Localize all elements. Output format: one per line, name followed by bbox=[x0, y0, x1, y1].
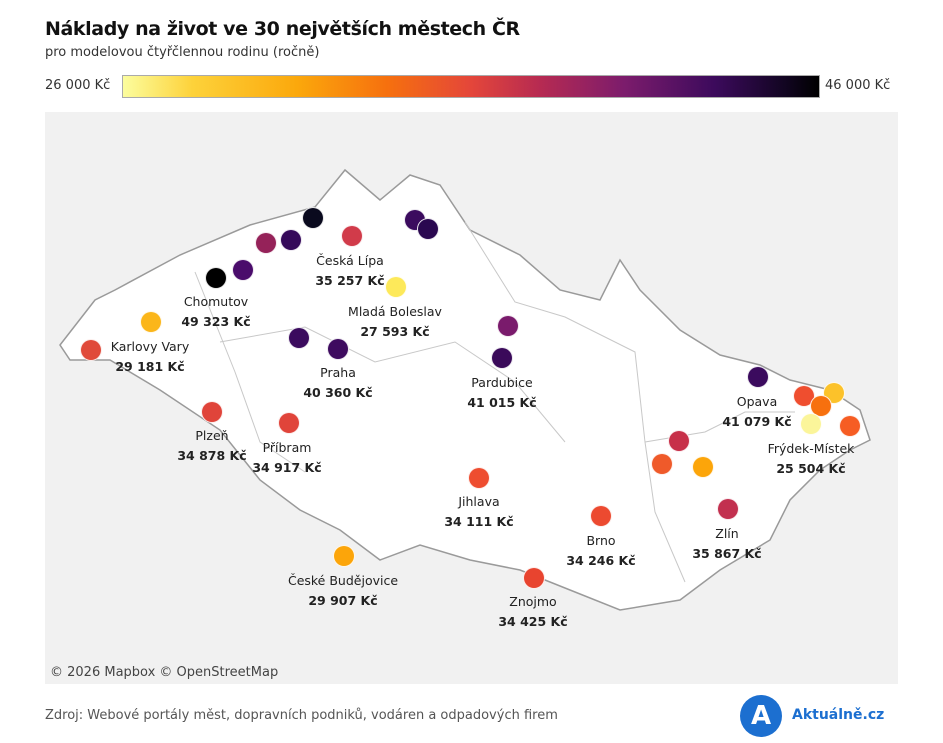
city-cost: 40 360 Kč bbox=[303, 385, 373, 400]
city-name: Karlovy Vary bbox=[110, 339, 190, 354]
city-marker[interactable] bbox=[327, 338, 349, 360]
city-marker[interactable] bbox=[333, 545, 355, 567]
city-marker[interactable] bbox=[800, 413, 822, 435]
city-name: Brno bbox=[586, 533, 616, 548]
city-cost: 34 425 Kč bbox=[498, 614, 568, 629]
city-label: Brno 34 246 Kč bbox=[566, 531, 635, 571]
city-cost: 35 257 Kč bbox=[315, 273, 385, 288]
city-cost: 34 917 Kč bbox=[252, 460, 322, 475]
city-label: Praha 40 360 Kč bbox=[303, 363, 372, 403]
city-name: Česká Lípa bbox=[316, 253, 384, 268]
city-label: Česká Lípa 35 257 Kč bbox=[315, 251, 384, 291]
city-marker[interactable] bbox=[302, 207, 324, 229]
map[interactable]: © 2026 Mapbox © OpenStreetMap Chomutov 49… bbox=[45, 112, 898, 684]
city-marker[interactable] bbox=[717, 498, 739, 520]
city-cost: 34 878 Kč bbox=[177, 448, 247, 463]
city-cost: 34 111 Kč bbox=[444, 514, 514, 529]
city-name: Příbram bbox=[262, 440, 312, 455]
city-label: Mladá Boleslav 27 593 Kč bbox=[348, 302, 442, 342]
chart-title: Náklady na život ve 30 největších městec… bbox=[45, 18, 520, 40]
city-marker[interactable] bbox=[668, 430, 690, 452]
source-note: Zdroj: Webové portály měst, dopravních p… bbox=[45, 708, 558, 723]
city-marker[interactable] bbox=[385, 276, 407, 298]
city-label: Plzeň 34 878 Kč bbox=[177, 426, 246, 466]
legend-min-label: 26 000 Kč bbox=[45, 78, 111, 93]
city-marker[interactable] bbox=[468, 467, 490, 489]
city-cost: 29 181 Kč bbox=[115, 359, 185, 374]
city-name: Mladá Boleslav bbox=[348, 304, 442, 319]
city-marker[interactable] bbox=[205, 267, 227, 289]
city-label: Příbram 34 917 Kč bbox=[252, 438, 321, 478]
city-marker[interactable] bbox=[288, 327, 310, 349]
city-name: Pardubice bbox=[471, 375, 533, 390]
city-cost: 25 504 Kč bbox=[776, 461, 846, 476]
city-marker[interactable] bbox=[341, 225, 363, 247]
city-label: Jihlava 34 111 Kč bbox=[444, 492, 513, 532]
city-marker[interactable] bbox=[692, 456, 714, 478]
city-marker[interactable] bbox=[590, 505, 612, 527]
city-marker[interactable] bbox=[523, 567, 545, 589]
city-label: Chomutov 49 323 Kč bbox=[181, 292, 250, 332]
city-label: Frýdek-Místek 25 504 Kč bbox=[768, 439, 855, 479]
city-cost: 41 015 Kč bbox=[467, 395, 537, 410]
city-marker[interactable] bbox=[491, 347, 513, 369]
city-marker[interactable] bbox=[140, 311, 162, 333]
brand-name[interactable]: Aktuálně.cz bbox=[792, 707, 885, 723]
city-label: Znojmo 34 425 Kč bbox=[498, 592, 567, 632]
city-marker[interactable] bbox=[80, 339, 102, 361]
city-marker[interactable] bbox=[810, 395, 832, 417]
city-marker[interactable] bbox=[839, 415, 861, 437]
city-marker[interactable] bbox=[651, 453, 673, 475]
aktualne-logo-icon[interactable]: A bbox=[740, 695, 782, 737]
city-name: Jihlava bbox=[458, 494, 500, 509]
city-label: Karlovy Vary 29 181 Kč bbox=[111, 337, 189, 377]
city-label: Pardubice 41 015 Kč bbox=[467, 373, 536, 413]
city-name: Opava bbox=[736, 394, 778, 409]
city-name: Frýdek-Místek bbox=[767, 441, 855, 456]
city-cost: 29 907 Kč bbox=[308, 593, 378, 608]
city-label: České Budějovice 29 907 Kč bbox=[288, 571, 398, 611]
color-scale-legend bbox=[122, 75, 820, 98]
map-attribution[interactable]: © 2026 Mapbox © OpenStreetMap bbox=[50, 665, 279, 680]
city-cost: 41 079 Kč bbox=[722, 414, 792, 429]
chart-subtitle: pro modelovou čtyřčlennou rodinu (ročně) bbox=[45, 45, 320, 60]
city-name: Chomutov bbox=[183, 294, 249, 309]
legend-max-label: 46 000 Kč bbox=[825, 78, 891, 93]
city-marker[interactable] bbox=[417, 218, 439, 240]
city-label: Opava 41 079 Kč bbox=[722, 392, 791, 432]
city-marker[interactable] bbox=[497, 315, 519, 337]
city-label: Zlín 35 867 Kč bbox=[692, 524, 761, 564]
city-cost: 35 867 Kč bbox=[692, 546, 762, 561]
city-name: České Budějovice bbox=[287, 573, 399, 588]
city-name: Plzeň bbox=[195, 428, 229, 443]
city-marker[interactable] bbox=[232, 259, 254, 281]
city-marker[interactable] bbox=[280, 229, 302, 251]
city-marker[interactable] bbox=[201, 401, 223, 423]
city-cost: 49 323 Kč bbox=[181, 314, 251, 329]
city-name: Zlín bbox=[715, 526, 739, 541]
city-marker[interactable] bbox=[255, 232, 277, 254]
city-name: Praha bbox=[320, 365, 356, 380]
city-marker[interactable] bbox=[278, 412, 300, 434]
city-cost: 34 246 Kč bbox=[566, 553, 636, 568]
city-marker[interactable] bbox=[747, 366, 769, 388]
city-name: Znojmo bbox=[509, 594, 557, 609]
city-cost: 27 593 Kč bbox=[360, 324, 430, 339]
